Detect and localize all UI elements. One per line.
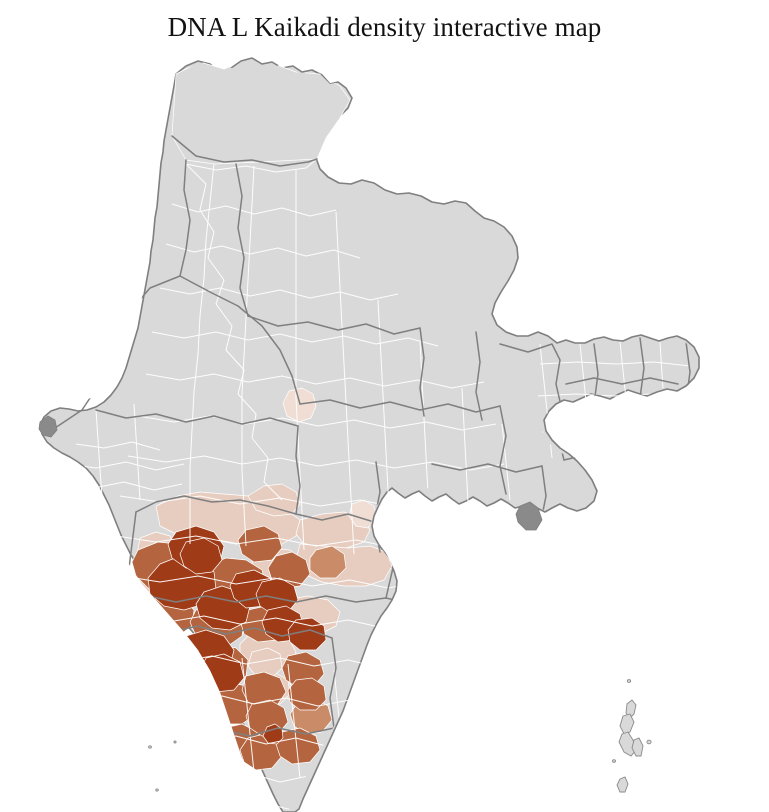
district-medium[interactable] (237, 525, 283, 563)
kutch-patch (38, 415, 58, 438)
andaman-island (618, 731, 637, 757)
base-landmass-layer (39, 57, 700, 812)
district-no-data[interactable] (171, 59, 351, 165)
district-light[interactable] (427, 529, 461, 565)
lakshadweep-island (155, 788, 159, 792)
lakshadweep-island (173, 740, 177, 744)
district-medium[interactable] (153, 675, 209, 719)
nicobar-island (612, 759, 616, 763)
district-medium[interactable] (143, 635, 199, 679)
district-light[interactable] (247, 483, 301, 517)
district-light[interactable] (282, 387, 317, 423)
district-medium[interactable] (287, 677, 327, 711)
district-medium[interactable] (309, 545, 347, 579)
district-medium[interactable] (241, 671, 287, 709)
india-landmass (39, 57, 700, 812)
district-dark[interactable] (179, 537, 223, 575)
district-light[interactable] (169, 699, 211, 735)
nicobar-island (646, 739, 652, 745)
andaman-island (631, 737, 644, 757)
district-light[interactable] (123, 635, 159, 695)
district-light[interactable] (247, 647, 283, 679)
delta-patch (515, 501, 543, 531)
andaman-island (619, 713, 635, 735)
district-light[interactable] (201, 727, 239, 759)
map-svg[interactable] (0, 44, 769, 812)
island-layer (148, 679, 652, 793)
andaman-island (625, 699, 637, 719)
page-title: DNA L Kaikadi density interactive map (167, 12, 602, 42)
andaman-island (626, 679, 632, 683)
nicobar-island (616, 776, 629, 793)
india-choropleth-map[interactable] (0, 44, 769, 812)
lakshadweep-island (148, 745, 152, 749)
district-medium[interactable] (275, 727, 321, 765)
